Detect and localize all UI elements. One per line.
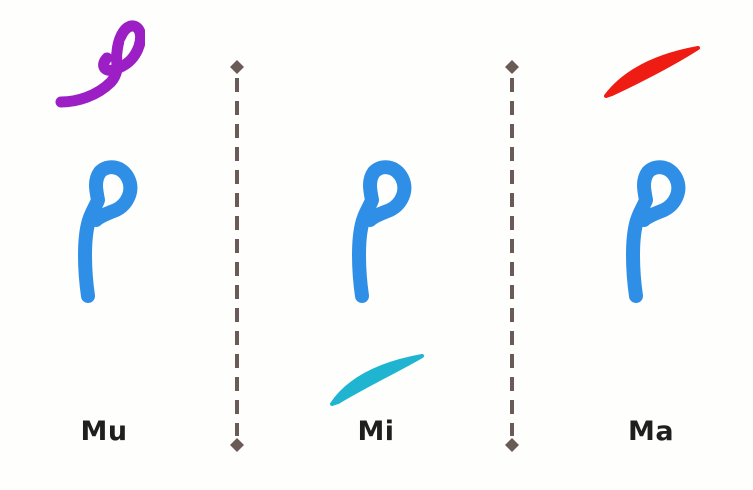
fathah-mark	[604, 46, 700, 98]
syllable-label-ma: Ma	[627, 416, 675, 447]
letter-meem-3	[626, 160, 686, 303]
column-divider	[505, 60, 519, 452]
dammah-mark	[55, 20, 145, 108]
letter-meem-1	[78, 160, 138, 303]
letter-meem-2	[352, 160, 412, 303]
column-divider	[230, 60, 244, 452]
syllable-label-mi: Mi	[357, 416, 395, 447]
syllable-label-mu: Mu	[80, 416, 128, 447]
kasrah-mark	[330, 354, 424, 406]
